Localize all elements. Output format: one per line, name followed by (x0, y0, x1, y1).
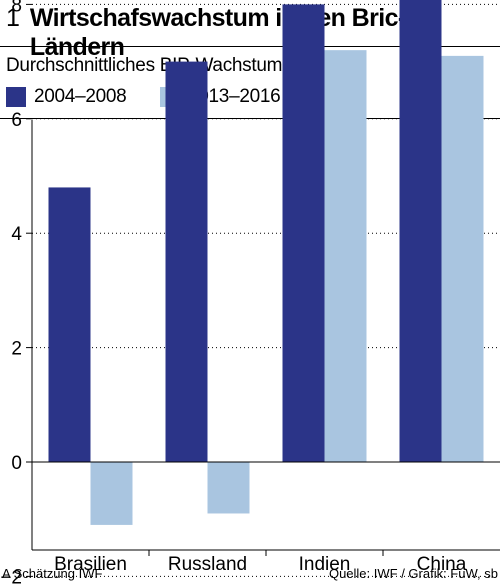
figure-number: 1 (6, 4, 20, 32)
bar-china-series-1 (399, 0, 442, 462)
x-category-label: China (417, 554, 467, 575)
x-category-label: Indien (299, 554, 351, 575)
y-tick-label: −2 (0, 567, 22, 586)
bar-indien-series-1 (282, 4, 325, 463)
y-tick-label: 0 (11, 453, 22, 474)
title-divider (0, 46, 500, 47)
y-tick-label: 8 (11, 0, 22, 16)
legend-label-series-1: 2004–2008 (34, 86, 127, 107)
y-tick-label: 2 (11, 339, 22, 360)
legend-item-series-1: 2004–2008 (6, 86, 127, 108)
y-tick-label: 6 (11, 110, 22, 131)
legend-divider (0, 118, 500, 119)
bar-brasilien-series-2 (90, 462, 133, 525)
bar-brasilien-series-1 (48, 187, 91, 462)
x-category-label: Russland (168, 554, 247, 575)
legend-swatch-series-1 (6, 87, 26, 107)
footnote: A Schätzung IWF (2, 566, 103, 581)
legend-label-series-2: 2013–2016 (188, 86, 281, 107)
bar-china-series-2 (441, 55, 484, 462)
bar-indien-series-2 (324, 50, 367, 462)
x-category-label: Brasilien (54, 554, 127, 575)
source-credit: Quelle: IWF / Grafik: FuW, sb (328, 566, 498, 581)
chart-header: 1 Wirtschafswachstum in den Bric-Ländern (6, 4, 500, 61)
y-tick-label: 4 (11, 224, 22, 245)
chart-title: Wirtschafswachstum in den Bric-Ländern (29, 4, 406, 61)
bar-russland-series-2 (207, 462, 250, 514)
bar-russland-series-1 (165, 61, 208, 462)
